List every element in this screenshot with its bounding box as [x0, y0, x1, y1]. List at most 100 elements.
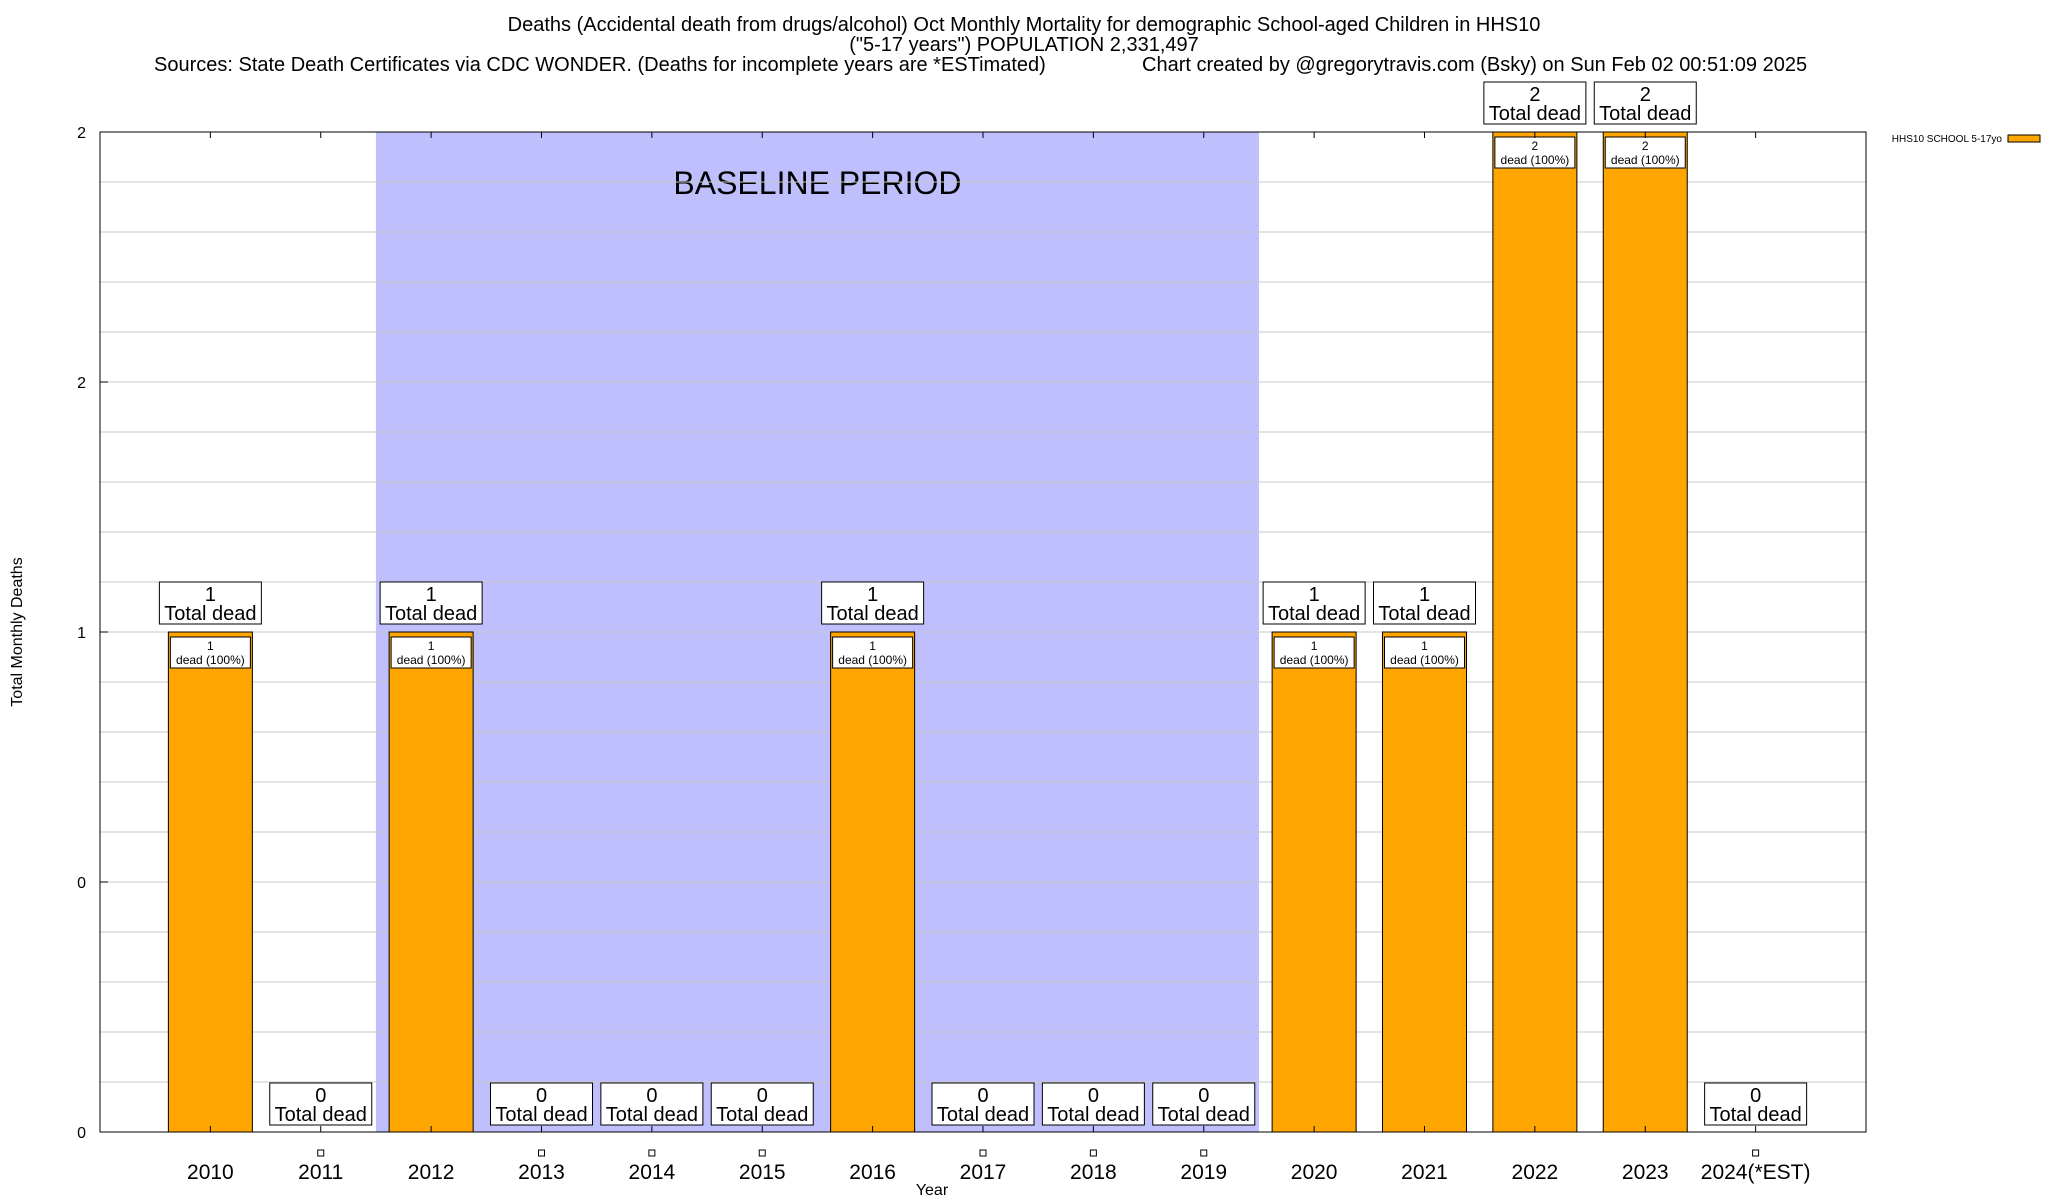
svg-text:Total dead: Total dead — [1599, 103, 1691, 125]
zero-marker — [979, 1149, 987, 1157]
chart-credit: Chart created by @gregorytravis.com (Bsk… — [1142, 54, 1808, 76]
x-tick-label: 2012 — [408, 1161, 455, 1184]
legend-swatch — [2007, 134, 2041, 143]
x-tick-label: 2014 — [629, 1161, 676, 1184]
svg-text:Total dead: Total dead — [495, 1104, 587, 1126]
y-axis-title: Total Monthly Deaths — [9, 557, 26, 706]
svg-text:dead (100%): dead (100%) — [838, 653, 907, 667]
y-tick-label: 1 — [77, 625, 86, 642]
svg-text:1: 1 — [867, 584, 878, 606]
x-axis-title: Year — [916, 1182, 949, 1199]
svg-text:dead (100%): dead (100%) — [1280, 653, 1349, 667]
svg-text:0: 0 — [536, 1085, 547, 1107]
svg-text:1: 1 — [205, 584, 216, 606]
chart-title: Deaths (Accidental death from drugs/alco… — [507, 14, 1541, 36]
bar — [167, 631, 253, 1133]
x-tick-label: 2010 — [187, 1161, 234, 1184]
svg-text:1: 1 — [207, 639, 214, 653]
svg-text:Total dead: Total dead — [1047, 1104, 1139, 1126]
svg-text:0: 0 — [977, 1085, 988, 1107]
bar — [1492, 131, 1578, 1133]
x-tick-label: 2011 — [298, 1161, 343, 1184]
svg-text:dead (100%): dead (100%) — [397, 653, 466, 667]
svg-text:dead (100%): dead (100%) — [1611, 153, 1680, 167]
bar — [388, 631, 474, 1133]
y-tick-label: 0 — [77, 875, 86, 892]
x-tick-label: 2023 — [1622, 1161, 1669, 1184]
svg-text:Total dead: Total dead — [1709, 1104, 1801, 1126]
svg-text:dead (100%): dead (100%) — [1501, 153, 1570, 167]
x-tick-label: 2021 — [1401, 1161, 1448, 1184]
svg-text:Total dead: Total dead — [826, 603, 918, 625]
x-tick-label: 2020 — [1291, 1161, 1338, 1184]
x-tick-label: 2024(*EST) — [1701, 1161, 1811, 1184]
bar — [830, 631, 916, 1133]
bar — [1602, 131, 1688, 1133]
svg-text:1: 1 — [428, 639, 435, 653]
bar — [1382, 631, 1467, 1133]
svg-text:Total dead: Total dead — [937, 1104, 1029, 1126]
x-tick-label: 2022 — [1512, 1161, 1559, 1184]
svg-text:0: 0 — [1750, 1085, 1761, 1107]
svg-text:0: 0 — [757, 1085, 768, 1107]
zero-marker — [1752, 1149, 1760, 1157]
svg-text:dead (100%): dead (100%) — [176, 653, 245, 667]
x-tick-label: 2018 — [1070, 1161, 1117, 1184]
svg-text:1: 1 — [869, 639, 876, 653]
y-tick-label: 0 — [77, 1125, 86, 1142]
svg-text:Total dead: Total dead — [1489, 103, 1581, 125]
x-tick-label: 2015 — [739, 1161, 786, 1184]
chart-sources: Sources: State Death Certificates via CD… — [154, 54, 1046, 76]
svg-text:1: 1 — [1309, 584, 1320, 606]
x-tick-label: 2013 — [518, 1161, 565, 1184]
svg-text:Total dead: Total dead — [164, 603, 256, 625]
bars-layer — [167, 131, 1688, 1133]
svg-text:2: 2 — [1640, 84, 1651, 106]
svg-text:Total dead: Total dead — [716, 1104, 808, 1126]
zero-marker — [1089, 1149, 1097, 1157]
svg-text:2: 2 — [1532, 139, 1539, 153]
baseline-label: BASELINE PERIOD — [673, 165, 961, 201]
svg-text:Total dead: Total dead — [1378, 603, 1470, 625]
legend: HHS10 SCHOOL 5-17yo — [1892, 134, 2041, 145]
svg-text:1: 1 — [1311, 639, 1318, 653]
x-tick-label: 2016 — [849, 1161, 896, 1184]
zero-marker — [648, 1149, 656, 1157]
svg-text:1: 1 — [426, 584, 437, 606]
zero-marker — [758, 1149, 766, 1157]
svg-text:Total dead: Total dead — [1158, 1104, 1250, 1126]
svg-text:1: 1 — [1421, 639, 1428, 653]
zero-marker — [317, 1149, 325, 1157]
y-tick-label: 2 — [77, 125, 86, 142]
svg-text:0: 0 — [315, 1085, 326, 1107]
axes-layer: 0 0 1 2 2 Total Monthly Deaths Year 2010 2011 201… — [9, 125, 1810, 1199]
svg-text:0: 0 — [1198, 1085, 1209, 1107]
svg-text:0: 0 — [1088, 1085, 1099, 1107]
zero-marker — [1200, 1149, 1208, 1157]
svg-text:Total dead: Total dead — [606, 1104, 698, 1126]
svg-text:dead (100%): dead (100%) — [1390, 653, 1459, 667]
svg-text:2: 2 — [1529, 84, 1540, 106]
svg-text:1: 1 — [1419, 584, 1430, 606]
